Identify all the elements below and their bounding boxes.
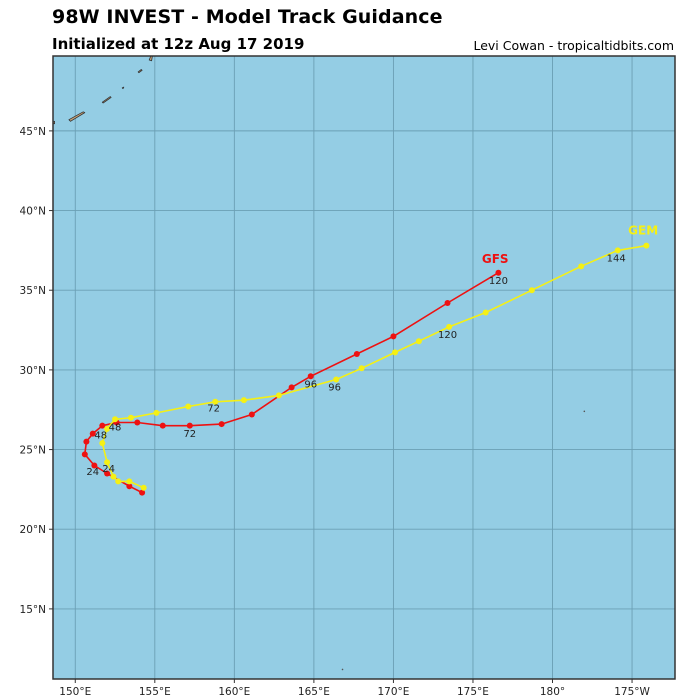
gem-track-point bbox=[104, 425, 111, 432]
forecast-hour-label: 96 bbox=[304, 379, 317, 390]
gem-track-point bbox=[358, 365, 365, 372]
gem-track bbox=[99, 242, 650, 491]
gfs-track bbox=[81, 269, 502, 496]
gem-track-point bbox=[126, 478, 133, 485]
forecast-hour-label: 120 bbox=[489, 276, 508, 287]
gfs-track-point bbox=[134, 419, 141, 426]
x-tick-label: 175°W bbox=[614, 686, 650, 698]
gfs-track-point bbox=[218, 421, 225, 428]
x-tick-label: 155°E bbox=[139, 686, 171, 698]
kuril-island-large bbox=[68, 111, 86, 122]
gem-track-point bbox=[212, 398, 219, 405]
forecast-hour-label: 144 bbox=[607, 254, 626, 265]
gem-track-point bbox=[275, 392, 282, 399]
gfs-track-point bbox=[139, 489, 146, 496]
gfs-model-label: GFS bbox=[482, 252, 509, 266]
gfs-track-point bbox=[99, 422, 106, 429]
gem-track-point bbox=[643, 242, 650, 249]
y-tick-label: 30°N bbox=[20, 365, 46, 377]
tiny-islands bbox=[341, 410, 586, 671]
kuril-island-mid bbox=[101, 96, 112, 104]
model-tracks bbox=[81, 242, 650, 496]
x-tick-label: 165°E bbox=[298, 686, 330, 698]
gem-track-point bbox=[140, 484, 147, 491]
gfs-track-point bbox=[83, 438, 90, 445]
y-tick-label: 45°N bbox=[20, 126, 46, 138]
gem-track-point bbox=[153, 409, 160, 416]
forecast-hour-label: 72 bbox=[183, 429, 196, 440]
forecast-hour-label: 72 bbox=[207, 403, 220, 414]
y-axis-ticks: 15°N 20°N 25°N 30°N 35°N 40°N 45°N bbox=[20, 126, 53, 616]
gem-track-point bbox=[127, 414, 134, 421]
gem-track-point bbox=[333, 376, 340, 383]
gem-track-point bbox=[104, 459, 111, 466]
y-tick-label: 25°N bbox=[20, 445, 46, 457]
kuril-island-small-b bbox=[137, 69, 143, 74]
gfs-track-point bbox=[307, 373, 314, 380]
island-speck bbox=[583, 410, 586, 413]
island-speck bbox=[341, 668, 344, 671]
gfs-track-point bbox=[186, 422, 193, 429]
x-tick-label: 175°E bbox=[457, 686, 489, 698]
credit-text: Levi Cowan - tropicaltidbits.com bbox=[473, 38, 674, 53]
forecast-hour-label: 48 bbox=[94, 430, 107, 441]
gfs-track-point bbox=[91, 462, 98, 469]
x-tick-label: 180° bbox=[540, 686, 565, 698]
y-tick-label: 20°N bbox=[20, 524, 46, 536]
graticule-grid bbox=[53, 56, 675, 679]
x-tick-label: 150°E bbox=[59, 686, 91, 698]
gem-track-point bbox=[392, 349, 399, 356]
kuril-island-top bbox=[148, 56, 153, 62]
map-frame bbox=[52, 55, 676, 680]
gfs-track-point bbox=[495, 269, 502, 276]
gem-track-point bbox=[185, 403, 192, 410]
gem-track-point bbox=[415, 338, 422, 345]
gem-model-label: GEM bbox=[628, 223, 658, 237]
gem-track-point bbox=[240, 397, 247, 404]
gfs-track-point bbox=[104, 470, 111, 477]
track-labels: 24 48 72 96 120 GFS 24 48 72 96 120 144 GEM bbox=[86, 223, 658, 478]
gfs-track-point bbox=[248, 411, 255, 418]
forecast-hour-label: 120 bbox=[438, 330, 457, 341]
x-tick-label: 170°E bbox=[377, 686, 409, 698]
gem-track-point bbox=[110, 473, 117, 480]
kuril-island-small-a bbox=[121, 86, 125, 90]
y-tick-label: 35°N bbox=[20, 285, 46, 297]
gfs-track-point bbox=[353, 350, 360, 357]
y-tick-label: 40°N bbox=[20, 206, 46, 218]
gem-track-point bbox=[578, 263, 585, 270]
gem-track-point bbox=[482, 309, 489, 316]
gem-track-point bbox=[112, 416, 119, 423]
gfs-track-point bbox=[159, 422, 166, 429]
forecast-hour-label: 48 bbox=[109, 422, 122, 433]
gem-track-point bbox=[99, 440, 106, 447]
gfs-track-point bbox=[89, 430, 96, 437]
x-axis-ticks: 150°E 155°E 160°E 165°E 170°E 175°E 180° 175°W bbox=[59, 679, 650, 698]
gfs-track-point bbox=[390, 333, 397, 340]
gem-track-point bbox=[528, 287, 535, 294]
land-masses bbox=[53, 56, 153, 125]
gfs-track-point bbox=[126, 483, 133, 490]
forecast-hour-label: 24 bbox=[102, 464, 115, 475]
y-tick-label: 15°N bbox=[20, 604, 46, 616]
x-tick-label: 160°E bbox=[218, 686, 250, 698]
gfs-track-point bbox=[288, 384, 295, 391]
gfs-track-point bbox=[444, 299, 451, 306]
init-time-subtitle: Initialized at 12z Aug 17 2019 bbox=[52, 35, 305, 53]
gfs-track-point bbox=[81, 451, 88, 458]
forecast-hour-label: 24 bbox=[86, 467, 99, 478]
gem-track-point bbox=[446, 323, 453, 330]
forecast-hour-label: 96 bbox=[328, 383, 341, 394]
page-title: 98W INVEST - Model Track Guidance bbox=[52, 6, 443, 28]
gem-track-point bbox=[115, 478, 122, 485]
gem-track-point bbox=[614, 247, 621, 254]
